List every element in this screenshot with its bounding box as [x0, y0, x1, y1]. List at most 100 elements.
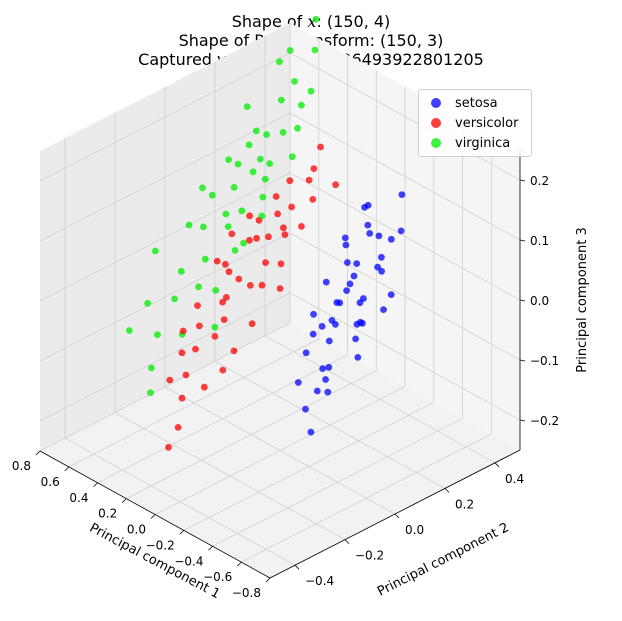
data-point-versicolor	[286, 177, 294, 185]
data-point-virginica	[286, 47, 294, 54]
data-point-versicolor	[305, 176, 313, 184]
data-point-versicolor	[179, 327, 187, 335]
data-point-setosa	[397, 227, 405, 235]
data-point-virginica	[234, 160, 242, 168]
data-point-versicolor	[246, 282, 254, 289]
data-point-virginica	[225, 156, 233, 164]
data-point-versicolor	[166, 376, 174, 384]
data-point-setosa	[322, 278, 330, 286]
data-point-versicolor	[230, 347, 238, 355]
data-point-versicolor	[317, 143, 324, 151]
data-point-versicolor	[246, 236, 253, 244]
x-tick-label: 0.0	[127, 523, 146, 537]
z-grid-line	[39, 232, 521, 362]
data-point-setosa	[366, 230, 374, 237]
data-point-virginica	[238, 207, 246, 215]
y-grid-line	[164, 87, 396, 515]
data-point-versicolor	[219, 298, 227, 306]
data-point-setosa	[313, 387, 321, 395]
x-grid-line	[39, 23, 291, 452]
data-point-setosa	[352, 335, 359, 343]
data-point-setosa	[343, 287, 350, 294]
y-tick-label: 0.2	[455, 497, 474, 511]
z-tick-mark	[519, 299, 526, 302]
y-tick-mark	[444, 488, 450, 493]
data-point-virginica	[147, 389, 154, 397]
data-point-virginica	[200, 223, 207, 231]
x-tick-mark	[35, 450, 41, 456]
data-point-virginica	[125, 327, 133, 334]
data-point-virginica	[154, 331, 161, 339]
data-point-setosa	[387, 291, 395, 298]
data-point-setosa	[378, 253, 385, 261]
data-point-setosa	[360, 295, 367, 302]
y-tick-mark	[494, 462, 500, 468]
z-grid-line	[39, 112, 521, 242]
data-point-virginica	[199, 184, 206, 192]
y-tick-mark	[394, 513, 400, 519]
data-point-setosa	[359, 319, 366, 327]
title-math-x: x	[307, 12, 317, 31]
data-point-virginica	[222, 210, 230, 218]
data-point-versicolor	[196, 322, 203, 330]
data-point-virginica	[266, 160, 273, 168]
x-tick-label: 0.8	[12, 459, 31, 473]
x-tick-mark	[93, 482, 98, 488]
data-point-virginica	[152, 247, 159, 255]
x-tick-label: −0.2	[146, 538, 175, 552]
data-point-setosa	[318, 323, 326, 330]
data-point-versicolor	[228, 230, 236, 238]
data-point-versicolor	[288, 203, 295, 211]
x-tick-mark	[150, 514, 156, 519]
data-point-setosa	[364, 221, 372, 229]
z-tick-mark	[519, 359, 526, 362]
z-tick-label: −0.1	[530, 354, 559, 368]
data-point-versicolor	[222, 294, 230, 301]
data-point-versicolor	[258, 281, 266, 289]
legend-label-versicolor: versicolor	[455, 115, 519, 131]
data-point-versicolor	[178, 394, 186, 402]
data-point-virginica	[208, 191, 216, 199]
data-point-setosa	[324, 388, 332, 396]
data-point-setosa	[294, 379, 302, 386]
data-point-setosa	[336, 299, 344, 307]
data-point-versicolor	[219, 366, 227, 374]
legend: setosa versicolor virginica	[418, 89, 532, 157]
data-point-virginica	[249, 168, 257, 176]
data-point-versicolor	[298, 223, 305, 230]
data-point-virginica	[231, 247, 239, 254]
data-point-virginica	[230, 183, 238, 191]
data-point-setosa	[380, 306, 387, 313]
legend-label-setosa: setosa	[455, 95, 498, 111]
y-grid-line	[64, 138, 296, 566]
data-point-virginica	[211, 323, 219, 331]
data-point-versicolor	[262, 259, 269, 266]
data-point-versicolor	[194, 302, 201, 309]
z-tick-label: 0.1	[530, 234, 549, 248]
z-tick-label: 0.2	[530, 174, 549, 188]
data-point-virginica	[252, 127, 260, 135]
y-tick-label: −0.4	[305, 574, 334, 588]
data-point-virginica	[171, 295, 178, 303]
data-point-setosa	[342, 241, 350, 249]
x-tick-mark	[265, 577, 271, 583]
data-point-versicolor	[309, 196, 317, 203]
y-tick-label: 0.0	[405, 523, 424, 537]
x-tick-mark	[236, 561, 242, 567]
x-grid-line	[241, 134, 492, 563]
data-point-virginica	[276, 58, 283, 66]
data-point-virginica	[201, 255, 209, 263]
data-point-versicolor	[174, 424, 182, 431]
legend-marker-virginica	[431, 138, 441, 148]
y-tick-mark	[294, 564, 300, 570]
x-tick-label: 0.2	[98, 507, 117, 521]
title-line-1: Shape of x: (150, 4)	[0, 12, 622, 31]
data-point-virginica	[177, 267, 185, 275]
data-point-virginica	[240, 239, 248, 247]
data-point-setosa	[325, 337, 333, 345]
data-point-setosa	[302, 405, 309, 413]
data-point-versicolor	[276, 285, 284, 292]
data-point-setosa	[328, 317, 336, 324]
data-point-versicolor	[272, 193, 280, 200]
data-point-virginica	[294, 124, 301, 132]
